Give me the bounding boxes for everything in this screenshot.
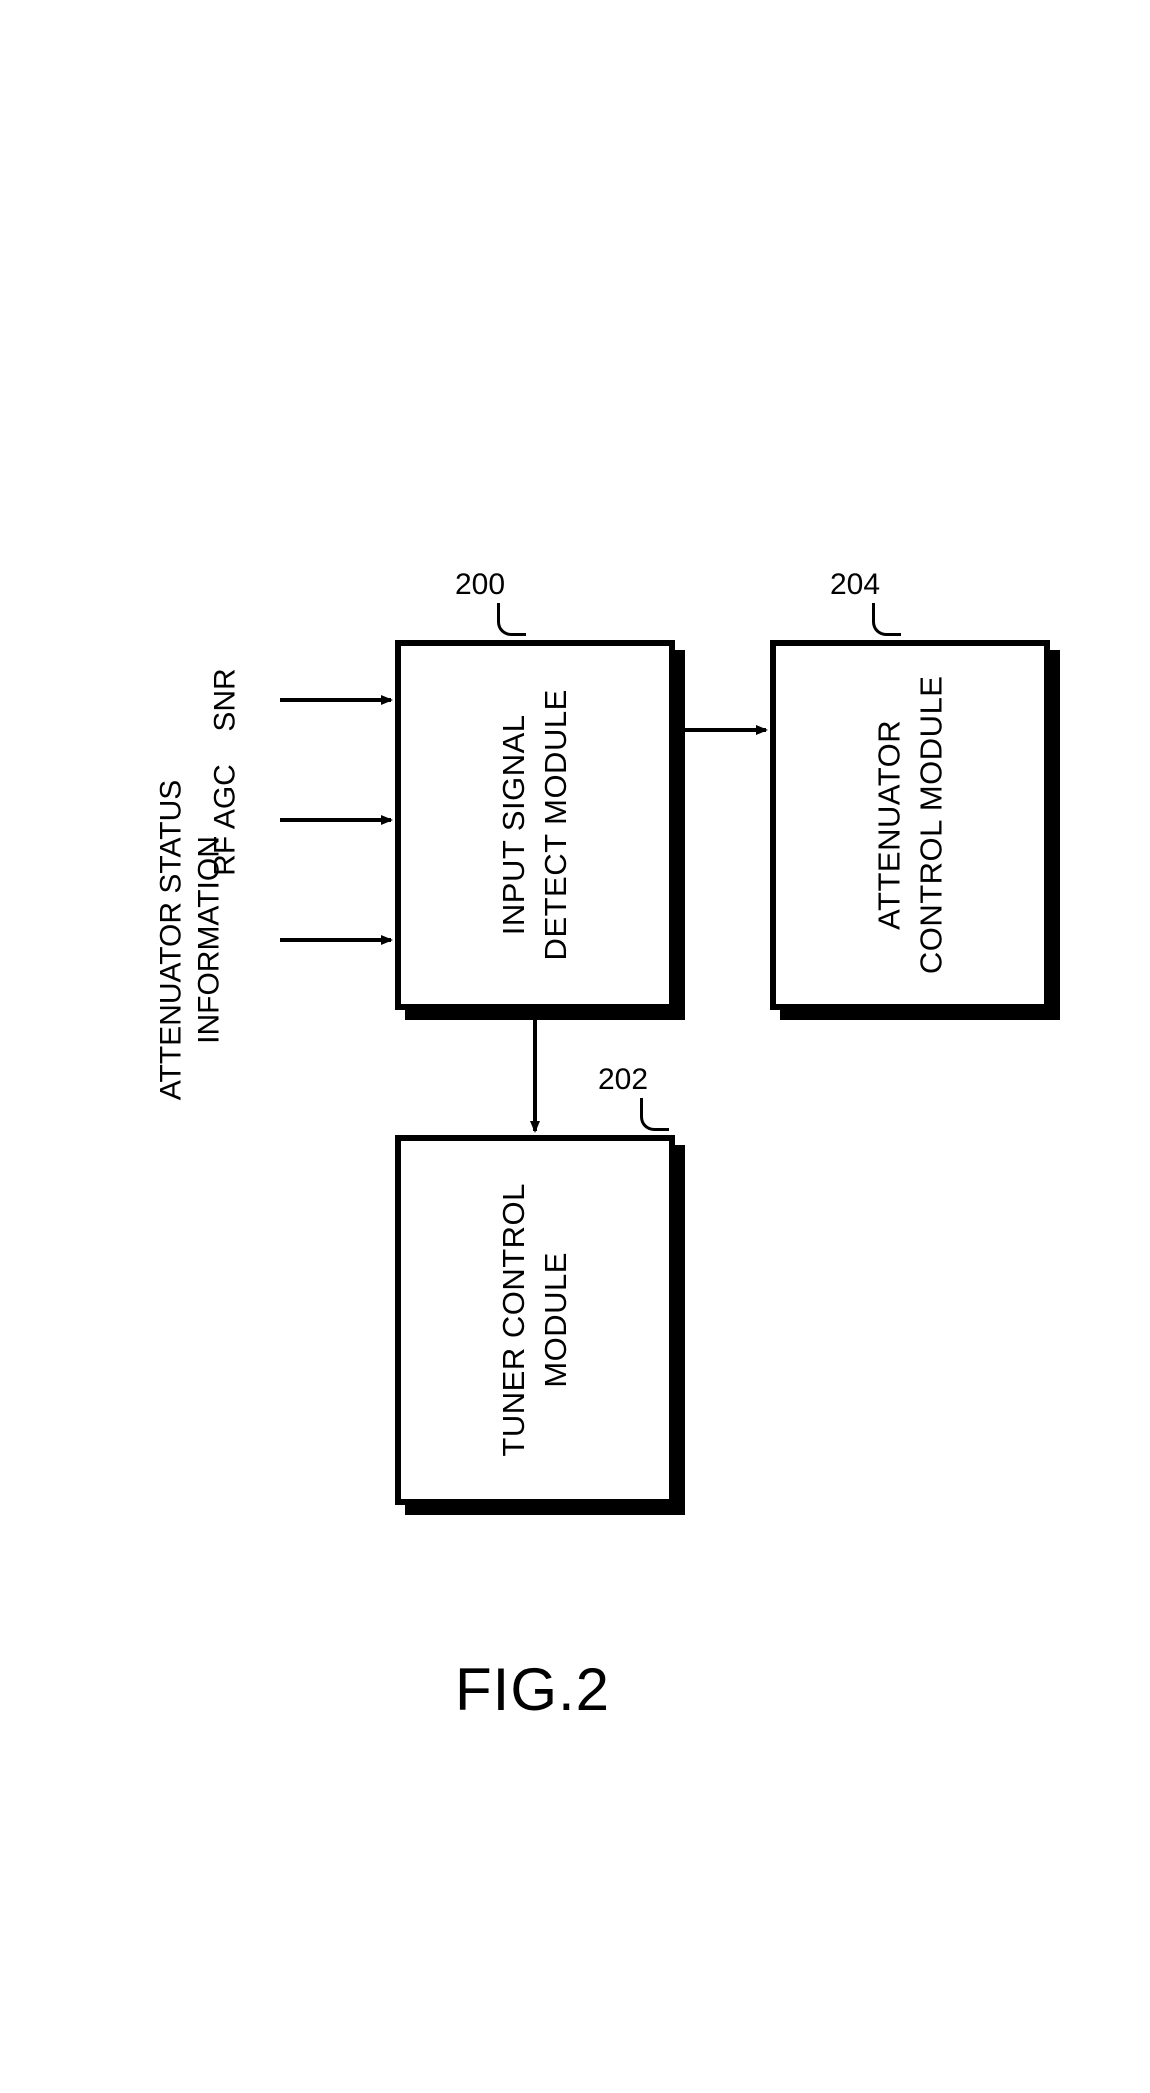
box-input-signal-detect: INPUT SIGNAL DETECT MODULE: [395, 640, 675, 1010]
ref-label-202: 202: [598, 1063, 648, 1097]
box-face: INPUT SIGNAL DETECT MODULE: [395, 640, 675, 1010]
box-face: ATTENUATOR CONTROL MODULE: [770, 640, 1050, 1010]
line2: MODULE: [538, 1252, 573, 1388]
ref-tick-200: [497, 603, 526, 636]
line2: CONTROL MODULE: [913, 676, 948, 975]
input-label-attenuator-status: ATTENUATOR STATUS INFORMATION: [153, 780, 228, 1101]
ref-label-200: 200: [455, 568, 505, 602]
box-label: TUNER CONTROL MODULE: [493, 1183, 577, 1456]
box-label: ATTENUATOR CONTROL MODULE: [868, 676, 952, 975]
line2: DETECT MODULE: [538, 689, 573, 960]
input-label-snr: SNR: [206, 668, 244, 731]
box-tuner-control: TUNER CONTROL MODULE: [395, 1135, 675, 1505]
line1: ATTENUATOR: [871, 720, 906, 930]
box-face: TUNER CONTROL MODULE: [395, 1135, 675, 1505]
line1: TUNER CONTROL: [496, 1183, 531, 1456]
box-attenuator-control: ATTENUATOR CONTROL MODULE: [770, 640, 1050, 1010]
ref-label-204: 204: [830, 568, 880, 602]
line1: INPUT SIGNAL: [496, 715, 531, 936]
box-label: INPUT SIGNAL DETECT MODULE: [493, 689, 577, 960]
diagram-canvas: INPUT SIGNAL DETECT MODULE ATTENUATOR CO…: [0, 0, 1150, 2093]
ref-tick-202: [640, 1098, 669, 1131]
ref-tick-204: [872, 603, 901, 636]
figure-label: FIG.2: [455, 1655, 610, 1724]
